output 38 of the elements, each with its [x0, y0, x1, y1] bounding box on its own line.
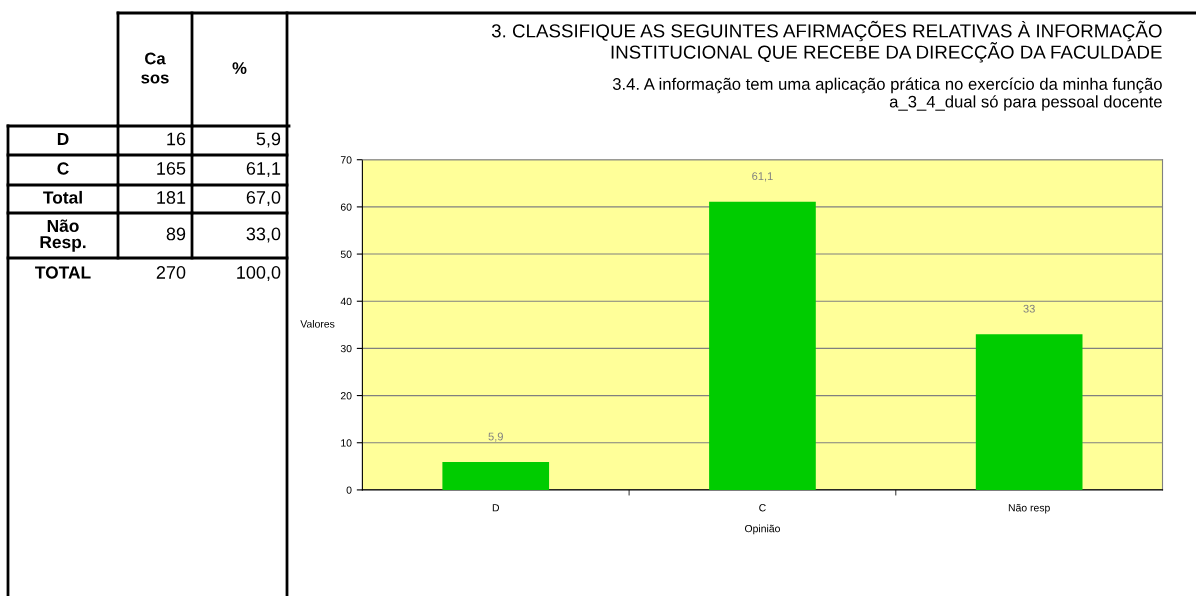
data-label: 33,0	[246, 227, 281, 243]
y-tick-label: 0	[346, 486, 352, 494]
y-tick-label: 50	[340, 250, 352, 258]
data-label: 61,1	[246, 162, 281, 177]
text: %	[232, 62, 247, 74]
category-label: TOTAL	[35, 266, 91, 279]
data-label: 165	[157, 162, 186, 175]
y-tick-label: 70	[340, 156, 352, 164]
data-label: 5,9	[256, 132, 281, 148]
bar	[975, 334, 1083, 490]
data-label: 67,0	[246, 191, 281, 206]
x-tick-label: C	[759, 504, 766, 512]
data-label: 100,0	[237, 266, 281, 281]
data-label: 61,1	[752, 172, 773, 182]
y-tick-label: 20	[340, 392, 352, 400]
category-label: Não Resp.	[40, 219, 86, 252]
category-label: D	[57, 133, 69, 145]
y-axis-title: Valores	[300, 319, 335, 328]
data-label: 16	[167, 132, 186, 146]
data-label: 270	[156, 266, 186, 279]
y-tick-label: 10	[341, 439, 352, 447]
data-label: 33	[1023, 304, 1035, 313]
category-label: C	[57, 162, 69, 175]
x-tick-label: Não resp	[1008, 503, 1050, 514]
data-label: 5,9	[488, 432, 503, 442]
x-axis-title: Opinião	[744, 524, 780, 535]
chart-title: 3. CLASSIFIQUE AS SEGUINTES AFIRMAÇÕES RELATIVAS À INFORMAÇÃO INSTITUCIONAL QUE RECEBE DA DIRECÇÃO DA FACULDADE	[491, 20, 1162, 63]
x-tick-label: D	[492, 504, 500, 512]
data-label: 181	[157, 191, 186, 204]
y-tick-label: 30	[340, 344, 352, 353]
category-label: Total	[43, 190, 82, 204]
chart-subtitle: 3.4. A informação tem uma aplicação prática no exercício da minha função a_3_4_dual só para pessoal docente	[612, 77, 1162, 111]
bar	[709, 201, 816, 490]
text: Ca sos	[141, 52, 169, 84]
y-tick-label: 60	[340, 203, 352, 211]
y-tick-label: 40	[340, 297, 352, 306]
bar	[442, 462, 550, 490]
data-label: 89	[166, 227, 186, 241]
